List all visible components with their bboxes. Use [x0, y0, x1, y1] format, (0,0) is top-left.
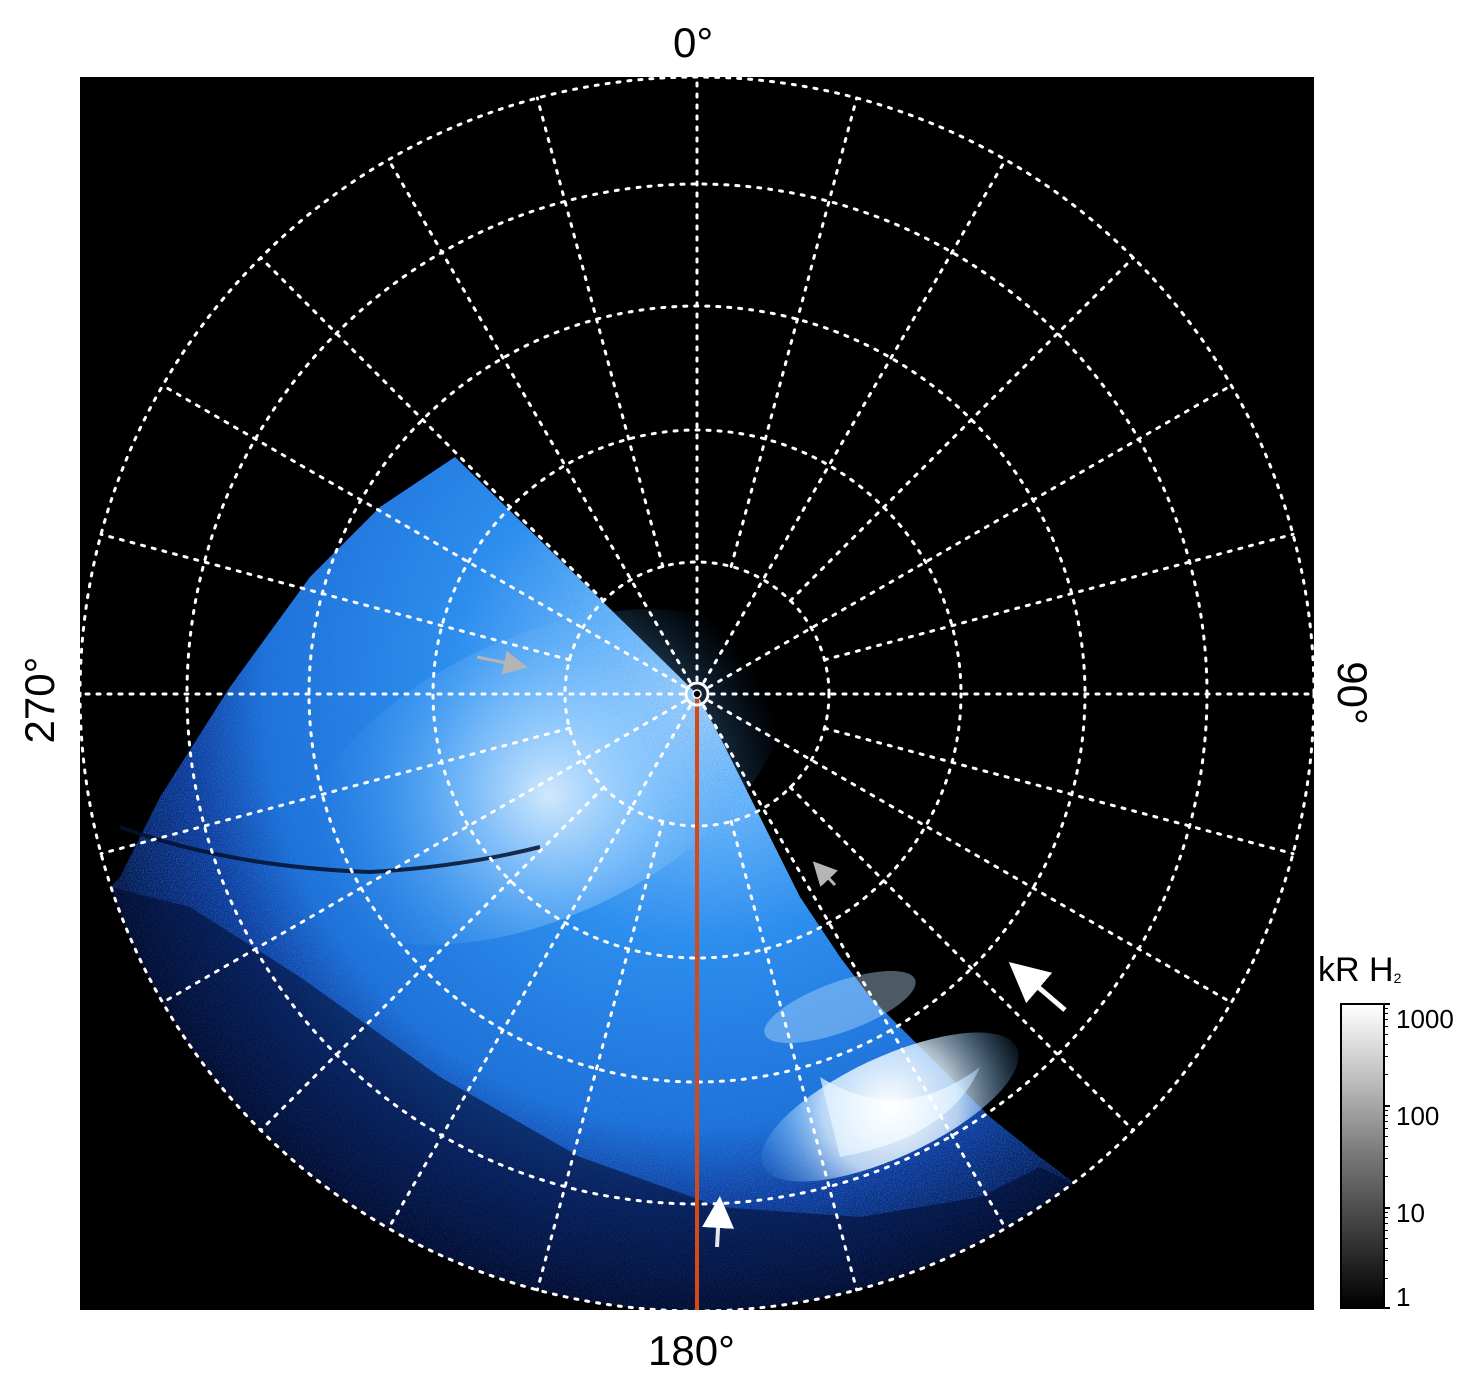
colorbar-tick [1384, 1018, 1388, 1020]
colorbar-tick [1384, 1229, 1388, 1231]
longitude-label-180: 180° [648, 1327, 735, 1374]
colorbar-tick [1384, 1056, 1388, 1058]
colorbar-tick-label: 1 [1396, 1282, 1411, 1312]
colorbar-tick [1384, 1105, 1390, 1107]
grey-arrow-middle-icon [812, 861, 838, 887]
white-arrow-icon [1008, 962, 1067, 1012]
longitude-line [729, 820, 859, 1292]
colorbar-tick [1384, 1003, 1390, 1005]
colorbar-tick-label: 10 [1396, 1198, 1425, 1228]
colorbar-tick [1384, 1176, 1388, 1178]
colorbar-tick [1384, 1216, 1388, 1218]
colorbar-tick [1384, 1127, 1388, 1129]
colorbar-tick [1384, 1307, 1390, 1309]
colorbar-tick [1384, 1278, 1388, 1280]
colorbar-ticks [1384, 1003, 1392, 1309]
longitude-line [788, 785, 1135, 1132]
latitude-circle [431, 428, 963, 960]
colorbar [1340, 1003, 1385, 1309]
colorbar-tick [1384, 1247, 1388, 1249]
longitude-line [99, 532, 571, 662]
colorbar-tick [1384, 1114, 1388, 1116]
colorbar-tick [1384, 1025, 1388, 1027]
colorbar-tick-label: 100 [1396, 1101, 1440, 1131]
polar-projection-svg [80, 77, 1314, 1310]
colorbar-tick [1384, 1033, 1388, 1035]
longitude-line [535, 96, 665, 568]
longitude-line [707, 384, 1233, 689]
colorbar-tick [1384, 1043, 1388, 1045]
colorbar-tick [1384, 1120, 1388, 1122]
longitude-line [702, 158, 1007, 684]
longitude-line [702, 704, 1007, 1230]
colorbar-tick [1384, 1109, 1388, 1111]
longitude-line [387, 704, 692, 1230]
longitude-line [729, 96, 859, 568]
colorbar-tick [1384, 1145, 1388, 1147]
colorbar-tick [1384, 1260, 1388, 1262]
longitude-label-270: 270° [16, 656, 63, 744]
colorbar-title-subscript: 2 [1393, 970, 1402, 986]
longitude-label-0: 0° [673, 19, 714, 66]
longitude-line [259, 256, 606, 603]
colorbar-tick [1384, 1158, 1388, 1160]
polar-projection-image [80, 77, 1314, 1310]
colorbar-tick [1384, 1135, 1388, 1137]
white-arrow-bottom-icon [702, 1196, 735, 1248]
longitude-line [387, 158, 692, 684]
longitude-line [823, 726, 1295, 856]
colorbar-tick [1384, 1237, 1388, 1239]
colorbar-tick [1384, 1007, 1388, 1009]
colorbar-tick-label: 1000 [1396, 1004, 1454, 1034]
longitude-label-90: 90° [1329, 661, 1376, 725]
colorbar-tick [1384, 1222, 1388, 1224]
longitude-line [99, 726, 571, 856]
colorbar-tick [1384, 1012, 1388, 1014]
colorbar-tick [1384, 1211, 1388, 1213]
grey-arrow-left-icon [476, 650, 528, 675]
colorbar-tick [1384, 1207, 1390, 1209]
colorbar-title: kR H2 [1318, 953, 1401, 987]
dark-arc [119, 825, 541, 875]
longitude-line [823, 532, 1295, 662]
longitude-line [707, 699, 1233, 1004]
latitude-circle [563, 560, 831, 828]
longitude-line [259, 785, 606, 1132]
longitude-line [788, 256, 1135, 603]
longitude-line [161, 384, 687, 689]
colorbar-tick [1384, 1074, 1388, 1076]
aurora-emission [110, 457, 1080, 1310]
longitude-line [535, 820, 665, 1292]
longitude-line [161, 699, 687, 1004]
colorbar-title-text: kR H [1318, 951, 1394, 989]
pole-marker-icon [684, 681, 710, 707]
